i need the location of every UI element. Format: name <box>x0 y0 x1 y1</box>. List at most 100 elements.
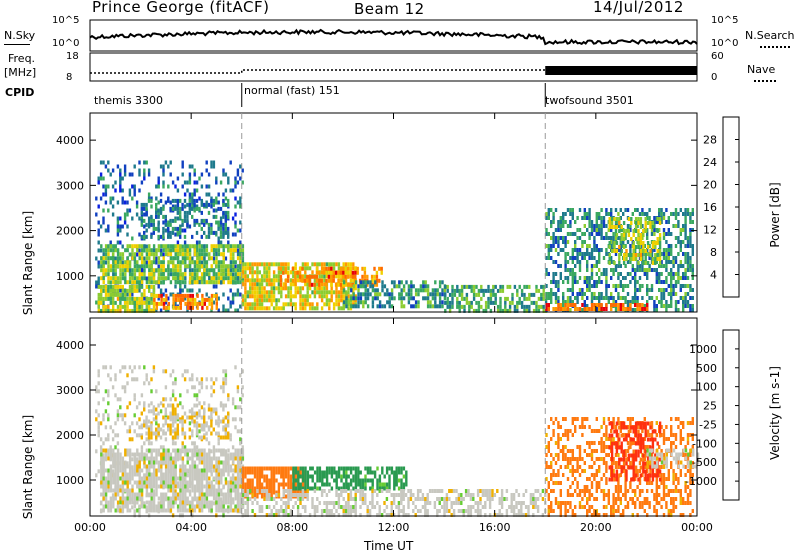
data-cell <box>104 284 108 289</box>
data-cell <box>513 284 517 289</box>
nsky-legend-line <box>4 44 30 45</box>
data-cell <box>200 488 204 493</box>
data-cell <box>598 303 601 307</box>
data-cell <box>176 248 180 253</box>
data-cell <box>270 262 273 267</box>
data-cell <box>246 470 249 475</box>
data-cell <box>126 504 129 509</box>
data-cell <box>179 448 182 453</box>
data-cell <box>626 208 630 212</box>
data-cell <box>174 411 177 416</box>
data-cell <box>665 240 668 244</box>
data-cell <box>97 381 100 386</box>
data-cell <box>344 266 347 271</box>
data-cell <box>224 403 227 408</box>
data-cell <box>155 456 158 461</box>
data-cell <box>674 256 678 260</box>
data-cell <box>246 482 249 487</box>
data-cell <box>150 508 153 513</box>
data-cell <box>102 472 105 477</box>
data-cell <box>318 282 321 287</box>
data-cell <box>598 248 601 252</box>
data-cell <box>112 260 115 265</box>
data-cell <box>674 216 678 220</box>
data-cell <box>124 500 127 505</box>
data-cell <box>102 216 105 221</box>
data-cell <box>207 427 211 432</box>
data-cell <box>169 280 173 285</box>
data-cell <box>613 217 616 221</box>
data-cell <box>289 286 293 291</box>
data-cell <box>179 272 182 277</box>
data-cell <box>234 508 237 513</box>
data-cell <box>205 160 208 165</box>
data-cell <box>686 260 690 264</box>
data-cell <box>244 294 247 299</box>
data-cell <box>284 470 288 475</box>
data-cell <box>559 272 562 276</box>
data-cell <box>516 292 519 297</box>
data-cell <box>619 280 622 284</box>
data-cell <box>352 266 355 271</box>
data-cell <box>256 494 259 499</box>
data-cell <box>256 262 259 267</box>
data-cell <box>102 464 105 469</box>
data-cell <box>148 268 151 273</box>
data-cell <box>148 280 151 285</box>
data-cell <box>150 308 153 313</box>
data-cell <box>104 496 108 501</box>
data-cell <box>554 228 558 232</box>
data-cell <box>104 409 108 414</box>
data-cell <box>602 224 606 228</box>
data-cell <box>632 229 635 233</box>
data-cell <box>552 244 555 248</box>
data-cell <box>219 226 223 231</box>
data-cell <box>224 172 228 177</box>
data-cell <box>119 280 122 285</box>
data-cell <box>532 300 536 305</box>
data-cell <box>280 482 283 487</box>
data-cell <box>227 484 230 489</box>
data-cell <box>279 266 283 271</box>
data-cell <box>236 464 240 469</box>
data-cell <box>193 268 197 273</box>
data-cell <box>648 256 651 260</box>
data-cell <box>282 466 285 471</box>
data-cell <box>169 476 173 481</box>
data-cell <box>684 276 687 280</box>
data-cell <box>208 456 211 461</box>
data-cell <box>684 296 687 300</box>
data-cell <box>131 172 134 177</box>
data-cell <box>116 433 120 438</box>
data-cell <box>109 488 113 493</box>
data-cell <box>176 496 180 501</box>
data-cell <box>632 233 635 237</box>
data-cell <box>282 486 285 491</box>
data-cell <box>162 164 165 169</box>
data-cell <box>648 264 651 268</box>
data-cell <box>627 233 631 237</box>
data-cell <box>205 385 208 390</box>
data-cell <box>114 280 117 285</box>
data-cell <box>605 292 608 296</box>
data-cell <box>181 472 185 477</box>
data-cell <box>162 305 166 310</box>
data-cell <box>614 208 618 212</box>
data-cell <box>665 276 668 280</box>
data-cell <box>174 198 177 203</box>
data-cell <box>157 180 160 185</box>
data-cell <box>335 298 338 303</box>
data-cell <box>595 232 598 236</box>
data-cell <box>174 492 177 497</box>
data-cell <box>215 407 218 412</box>
data-cell <box>332 278 335 283</box>
data-cell <box>133 377 136 382</box>
data-cell <box>179 260 182 265</box>
data-cell <box>662 232 666 236</box>
data-cell <box>608 253 611 257</box>
data-cell <box>179 280 182 285</box>
data-cell <box>167 305 170 310</box>
data-cell <box>236 508 240 513</box>
data-cell <box>600 236 603 240</box>
data-cell <box>629 228 632 232</box>
